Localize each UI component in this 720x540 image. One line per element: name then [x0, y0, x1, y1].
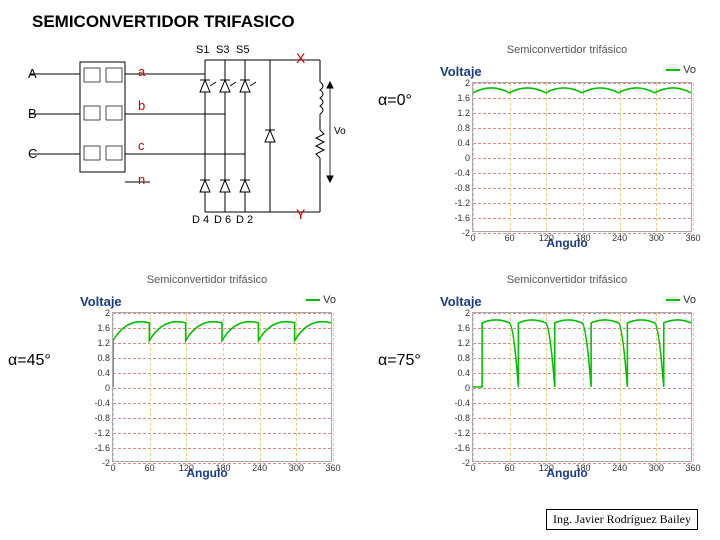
label-Vo: Vo: [334, 126, 346, 137]
legend-text: Vo: [683, 294, 696, 306]
plot-area-45: 21.61.20.80.40-0.4-0.8-1.2-1.6-206012018…: [112, 312, 332, 462]
chart-ylabel: Voltaje: [440, 294, 482, 309]
chart-alpha-75: Semiconvertidor trifásico Voltaje Vo Ang…: [432, 272, 702, 482]
label-D2: D 2: [236, 214, 253, 226]
chart-alpha-45: Semiconvertidor trifásico Voltaje Vo Ang…: [72, 272, 342, 482]
label-S5: S5: [236, 44, 249, 56]
legend-text: Vo: [683, 64, 696, 76]
chart-legend: Vo: [306, 294, 336, 306]
chart-subtitle: Semiconvertidor trifásico: [147, 274, 267, 286]
chart-subtitle: Semiconvertidor trifásico: [507, 274, 627, 286]
label-S3: S3: [216, 44, 229, 56]
label-c: c: [138, 138, 145, 153]
legend-text: Vo: [323, 294, 336, 306]
chart-subtitle: Semiconvertidor trifásico: [507, 44, 627, 56]
label-C: C: [28, 146, 37, 161]
chart-alpha-0: Semiconvertidor trifásico Voltaje Vo Ang…: [432, 42, 702, 252]
label-A: A: [28, 66, 37, 81]
alpha-75-label: α=75°: [378, 352, 421, 370]
label-Y: Y: [296, 206, 305, 222]
label-n: n: [138, 172, 145, 187]
legend-swatch: [666, 69, 680, 71]
alpha-45-label: α=45°: [8, 352, 51, 370]
alpha-0-label: α=0°: [378, 92, 412, 110]
chart-ylabel: Voltaje: [80, 294, 122, 309]
label-D4: D 4: [192, 214, 209, 226]
footer-author: Ing. Javier Rodríguez Bailey: [546, 509, 698, 530]
label-X: X: [296, 50, 305, 66]
label-a: a: [138, 64, 145, 79]
chart-legend: Vo: [666, 294, 696, 306]
plot-area-0: 21.61.20.80.40-0.4-0.8-1.2-1.6-206012018…: [472, 82, 692, 232]
label-B: B: [28, 106, 37, 121]
label-b: b: [138, 98, 145, 113]
legend-swatch: [306, 299, 320, 301]
label-D6: D 6: [214, 214, 231, 226]
circuit-diagram: A B C a b c n S1 S3 S5 D 4 D 6 D 2 X Y V…: [30, 52, 355, 232]
circuit-svg: [30, 52, 355, 232]
label-S1: S1: [196, 44, 209, 56]
legend-swatch: [666, 299, 680, 301]
chart-legend: Vo: [666, 64, 696, 76]
chart-ylabel: Voltaje: [440, 64, 482, 79]
page-title: SEMICONVERTIDOR TRIFASICO: [32, 12, 295, 32]
plot-area-75: 21.61.20.80.40-0.4-0.8-1.2-1.6-206012018…: [472, 312, 692, 462]
